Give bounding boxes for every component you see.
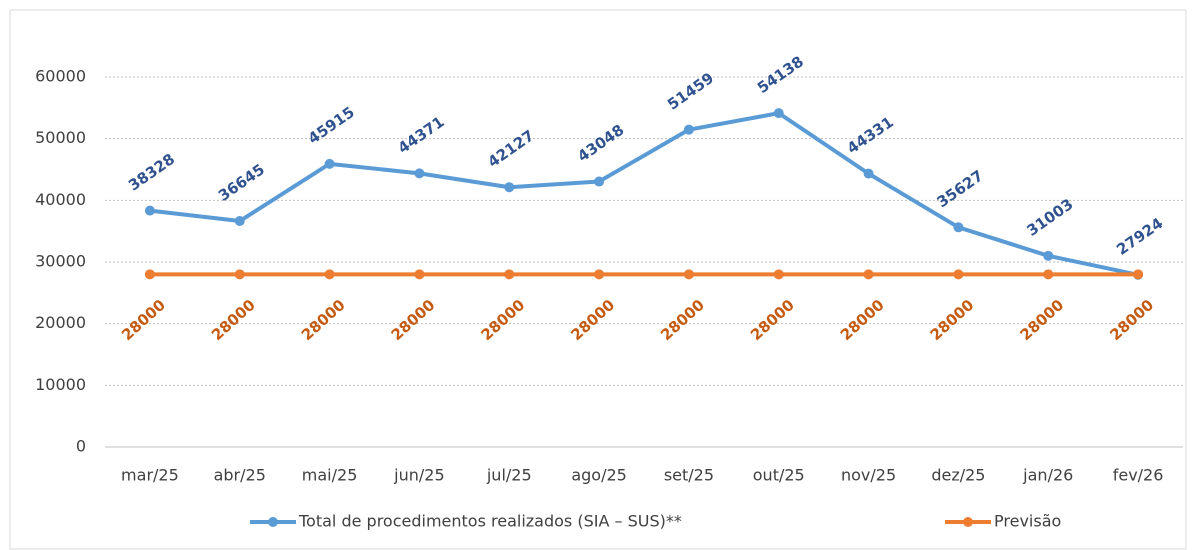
point (324, 158, 335, 169)
x-tick-label: abr/25 (214, 466, 266, 485)
point (683, 269, 694, 280)
data-label: 28000 (478, 296, 529, 344)
y-tick-label: 50000 (35, 128, 86, 147)
point (1133, 269, 1144, 280)
y-tick-label: 20000 (35, 313, 86, 332)
point (414, 168, 425, 179)
point (144, 269, 155, 280)
x-tick-label: set/25 (664, 466, 714, 485)
point (414, 269, 425, 280)
data-label: 42127 (484, 126, 537, 171)
data-label: 31003 (1023, 195, 1076, 240)
data-label: 51459 (664, 69, 717, 114)
legend-marker (268, 517, 278, 527)
point (594, 176, 605, 187)
data-label: 43048 (574, 121, 627, 166)
y-tick-label: 30000 (35, 252, 86, 271)
legend-label: Total de procedimentos realizados (SIA –… (298, 512, 682, 531)
x-tick-label: mai/25 (302, 466, 358, 485)
data-label: 27924 (1113, 214, 1166, 259)
data-label: 38328 (125, 150, 178, 195)
point (773, 108, 784, 119)
point (1043, 269, 1054, 280)
data-label: 28000 (388, 296, 439, 344)
x-tick-label: fev/26 (1113, 466, 1164, 485)
data-label: 28000 (837, 296, 888, 344)
data-label: 28000 (1106, 296, 1157, 344)
x-tick-label: mar/25 (121, 466, 179, 485)
series-line (149, 111, 1139, 277)
x-tick-label: jun/25 (393, 466, 444, 485)
data-label: 44371 (395, 113, 448, 158)
x-tick-label: jul/25 (486, 466, 532, 485)
data-label: 28000 (118, 296, 169, 344)
point (504, 269, 515, 280)
point (144, 205, 155, 216)
y-tick-label: 0 (76, 437, 86, 456)
point (683, 124, 694, 135)
data-label: 28000 (208, 296, 259, 344)
point (234, 269, 245, 280)
point (234, 216, 245, 227)
y-tick-label: 10000 (35, 375, 86, 394)
legend-label: Previsão (994, 512, 1061, 531)
y-tick-label: 60000 (35, 67, 86, 86)
data-label: 28000 (1017, 296, 1068, 344)
x-tick-label: jan/26 (1022, 466, 1073, 485)
data-label: 28000 (657, 296, 708, 344)
data-label: 36645 (215, 160, 268, 205)
x-tick-label: nov/25 (841, 466, 896, 485)
point (953, 222, 964, 233)
x-tick-label: dez/25 (931, 466, 985, 485)
point (773, 269, 784, 280)
point (863, 168, 874, 179)
data-label: 28000 (927, 296, 978, 344)
data-label: 28000 (567, 296, 618, 344)
y-tick-label: 40000 (35, 190, 86, 209)
point (1043, 250, 1054, 261)
chart-frame (9, 9, 1187, 550)
point (953, 269, 964, 280)
data-label: 35627 (934, 167, 987, 212)
x-tick-label: out/25 (753, 466, 805, 485)
data-label: 45915 (305, 103, 358, 148)
legend-marker (963, 517, 973, 527)
point (594, 269, 605, 280)
point (863, 269, 874, 280)
data-label: 28000 (747, 296, 798, 344)
point (324, 269, 335, 280)
x-tick-label: ago/25 (571, 466, 627, 485)
data-label: 44331 (844, 113, 897, 158)
data-label: 28000 (298, 296, 349, 344)
data-label: 54138 (754, 52, 807, 97)
point (504, 182, 515, 193)
